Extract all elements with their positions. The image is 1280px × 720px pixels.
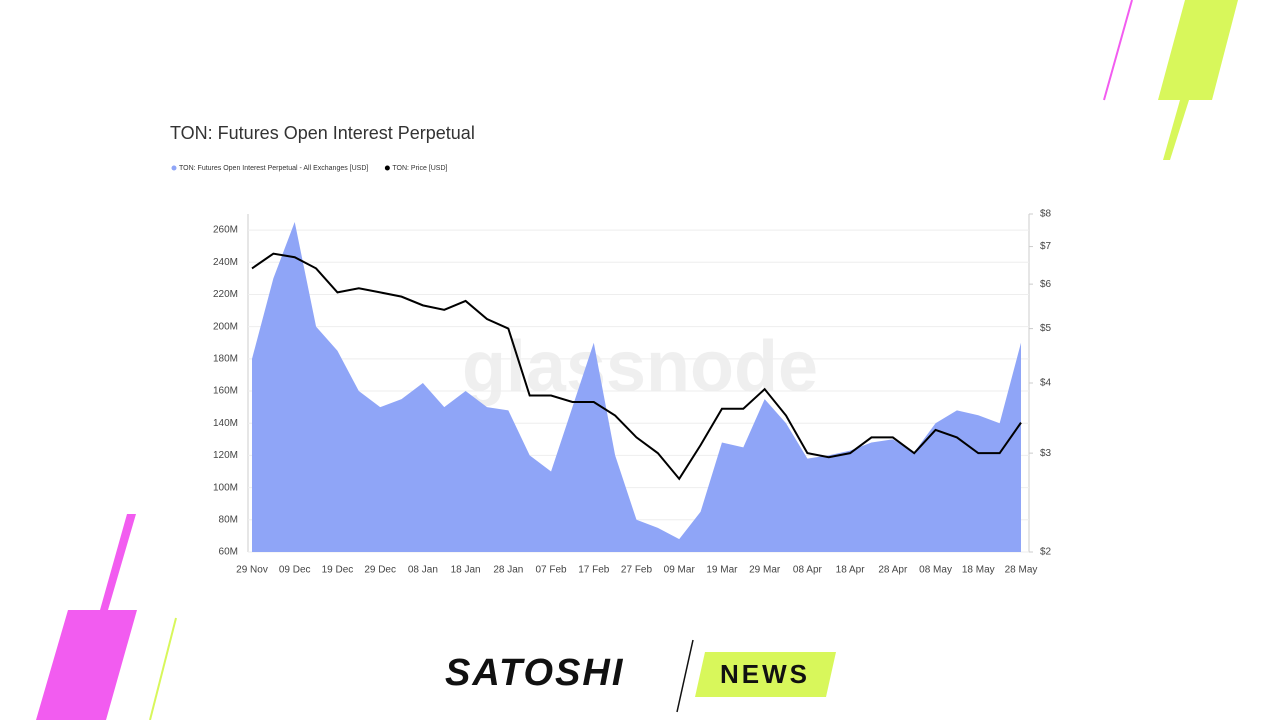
x-tick-label: 18 Apr <box>836 565 866 576</box>
oi-area <box>252 222 1021 553</box>
y-tick-label: 260M <box>213 225 238 236</box>
x-tick-label: 17 Feb <box>578 565 610 576</box>
y-tick-label: 120M <box>213 450 238 461</box>
y-tick-label: 200M <box>213 321 238 332</box>
y-tick-label: 220M <box>213 289 238 300</box>
x-tick-label: 18 May <box>962 565 995 576</box>
brand-divider <box>676 639 694 713</box>
legend-marker <box>171 165 177 171</box>
decor-stripe <box>1158 0 1238 100</box>
x-tick-label: 07 Feb <box>535 565 567 576</box>
decor-stripe <box>149 617 177 720</box>
x-tick-label: 08 May <box>919 565 952 576</box>
x-tick-label: 28 Jan <box>493 565 523 576</box>
y2-tick-label: $2 <box>1040 547 1052 558</box>
decor-stripe <box>1163 100 1189 160</box>
y-tick-label: 140M <box>213 418 238 429</box>
x-tick-label: 28 May <box>1005 565 1038 576</box>
y-tick-label: 80M <box>219 514 238 525</box>
x-tick-label: 27 Feb <box>621 565 653 576</box>
brand-name: SATOSHI <box>445 652 624 694</box>
x-tick-label: 19 Mar <box>706 565 738 576</box>
x-tick-label: 18 Jan <box>451 565 481 576</box>
x-tick-label: 19 Dec <box>322 565 354 576</box>
y2-tick-label: $3 <box>1040 448 1052 459</box>
x-tick-label: 08 Apr <box>793 565 823 576</box>
plot: 60M 80M 100M 120M 140M 160M 180M 200M 220M 240M 26… <box>171 165 1052 576</box>
decor-stripe <box>36 610 137 720</box>
legend-label: TON: Price [USD] <box>392 165 447 172</box>
watermark: glassnode <box>462 327 818 407</box>
x-tick-label: 28 Apr <box>878 565 908 576</box>
y-tick-label: 180M <box>213 353 238 364</box>
y-tick-label: 160M <box>213 386 238 397</box>
brand-tag: NEWS <box>720 659 810 689</box>
y-tick-label: 240M <box>213 257 238 268</box>
chart-title: TON: Futures Open Interest Perpetual <box>170 123 475 143</box>
y-tick-label: 60M <box>219 547 238 558</box>
decor-stripe <box>100 514 136 610</box>
brand-tag-bg <box>695 652 836 697</box>
y-tick-label: 100M <box>213 482 238 493</box>
x-tick-label: 09 Dec <box>279 565 311 576</box>
y2-tick-label: $7 <box>1040 241 1052 252</box>
x-tick-label: 08 Jan <box>408 565 438 576</box>
price-line <box>251 252 1022 481</box>
y2-tick-label: $5 <box>1040 323 1052 334</box>
x-tick-label: 29 Dec <box>364 565 396 576</box>
decor-stripe <box>1103 0 1133 101</box>
y2-tick-label: $6 <box>1040 279 1052 290</box>
legend-marker <box>384 165 390 171</box>
legend-label: TON: Futures Open Interest Perpetual - A… <box>179 165 368 172</box>
y2-tick-label: $4 <box>1040 378 1052 389</box>
y2-tick-label: $8 <box>1040 209 1052 220</box>
x-tick-label: 29 Mar <box>749 565 781 576</box>
x-tick-label: 29 Nov <box>236 565 268 576</box>
x-tick-label: 09 Mar <box>664 565 696 576</box>
